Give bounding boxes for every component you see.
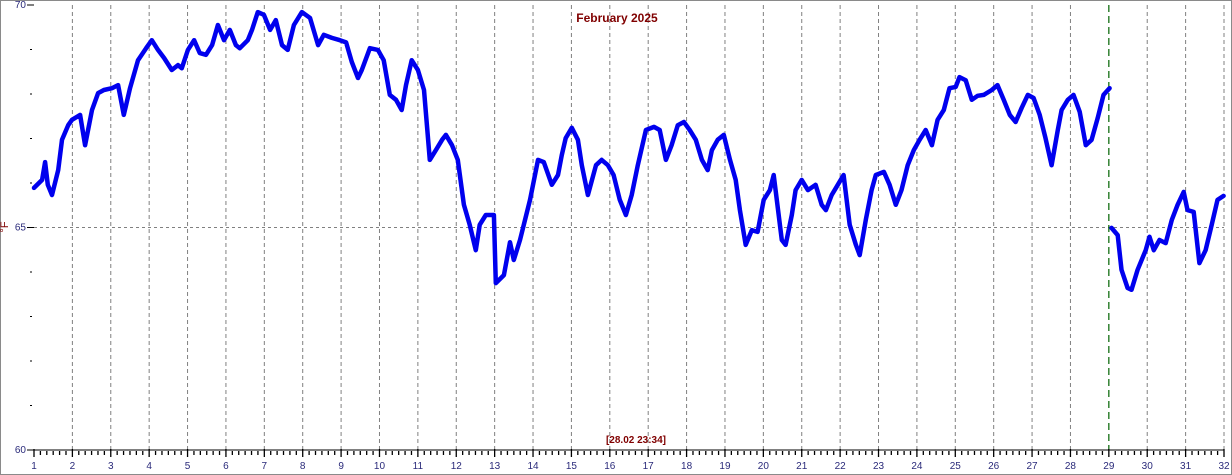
x-tick-label: 31 <box>1180 461 1192 472</box>
temperature-series-line <box>1109 189 1226 293</box>
x-tick-label: 21 <box>796 461 808 472</box>
grid <box>34 5 1225 450</box>
x-tick-label: 27 <box>1027 461 1039 472</box>
x-tick-label: 3 <box>108 461 114 472</box>
x-tick-label: 13 <box>489 461 501 472</box>
series-lines <box>31 9 1226 293</box>
x-tick-label: 4 <box>146 461 152 472</box>
x-tick-label: 22 <box>835 461 847 472</box>
x-tick-label: 17 <box>643 461 655 472</box>
x-tick-label: 26 <box>988 461 1000 472</box>
x-tick-label: 29 <box>1103 461 1115 472</box>
x-tick-label: 1 <box>31 461 37 472</box>
timestamp-label: [28.02 23:34] <box>606 435 666 446</box>
y-tick-label: 70 <box>15 0 27 11</box>
x-tick-label: 28 <box>1065 461 1077 472</box>
x-tick-label: 20 <box>758 461 770 472</box>
x-tick-label: 10 <box>374 461 386 472</box>
y-axis-label: °F <box>0 221 11 232</box>
x-tick-label: 6 <box>223 461 229 472</box>
x-tick-label: 19 <box>719 461 731 472</box>
x-tick-label: 15 <box>566 461 578 472</box>
x-tick-label: 7 <box>262 461 268 472</box>
chart-title: February 2025 <box>576 11 658 25</box>
x-tick-label: 23 <box>873 461 885 472</box>
x-tick-label: 16 <box>604 461 616 472</box>
x-tick-label: 14 <box>527 461 539 472</box>
temperature-series-line <box>31 9 1112 286</box>
x-tick-label: 32 <box>1218 461 1230 472</box>
x-tick-label: 24 <box>911 461 923 472</box>
x-tick-label: 18 <box>681 461 693 472</box>
x-tick-label: 9 <box>338 461 344 472</box>
x-tick-label: 25 <box>950 461 962 472</box>
x-tick-label: 5 <box>185 461 191 472</box>
y-tick-label: 60 <box>15 445 27 456</box>
x-tick-label: 2 <box>70 461 76 472</box>
x-tick-label: 12 <box>451 461 463 472</box>
x-tick-label: 11 <box>413 461 424 472</box>
x-tick-label: 8 <box>300 461 306 472</box>
x-tick-label: 30 <box>1142 461 1154 472</box>
y-tick-label: 65 <box>15 223 27 234</box>
